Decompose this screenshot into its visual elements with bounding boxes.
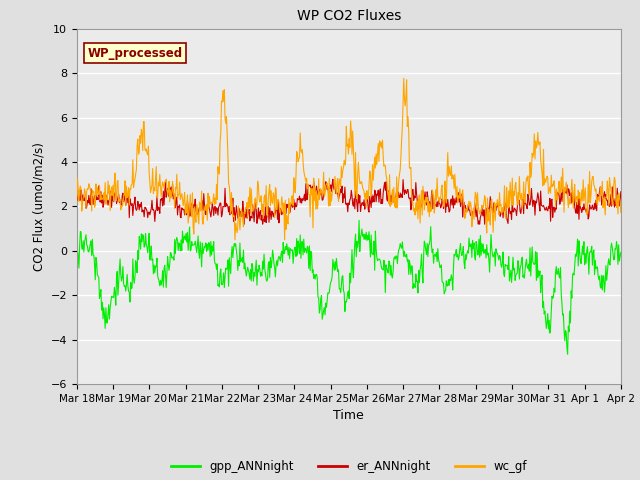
er_ANNnight [617, 189, 625, 195]
wc_gf [400, 75, 408, 81]
gpp_ANNnight [237, 259, 244, 265]
er_ANNnight [241, 221, 248, 227]
Line: gpp_ANNnight: gpp_ANNnight [77, 220, 621, 354]
wc_gf [285, 195, 292, 201]
wc_gf [617, 210, 625, 216]
er_ANNnight [285, 202, 292, 208]
wc_gf [137, 140, 145, 146]
Line: er_ANNnight: er_ANNnight [77, 179, 621, 224]
wc_gf [437, 196, 445, 202]
Y-axis label: CO2 Flux (umol/m2/s): CO2 Flux (umol/m2/s) [32, 142, 45, 271]
Title: WP CO2 Fluxes: WP CO2 Fluxes [296, 10, 401, 24]
gpp_ANNnight [406, 258, 413, 264]
er_ANNnight [264, 204, 272, 209]
Legend: gpp_ANNnight, er_ANNnight, wc_gf: gpp_ANNnight, er_ANNnight, wc_gf [166, 455, 532, 478]
gpp_ANNnight [73, 240, 81, 246]
er_ANNnight [329, 176, 337, 182]
X-axis label: Time: Time [333, 409, 364, 422]
er_ANNnight [237, 209, 244, 215]
er_ANNnight [137, 204, 145, 210]
Line: wc_gf: wc_gf [77, 78, 621, 240]
wc_gf [264, 213, 271, 219]
er_ANNnight [73, 194, 81, 200]
gpp_ANNnight [284, 252, 292, 258]
wc_gf [406, 166, 414, 171]
gpp_ANNnight [355, 217, 363, 223]
er_ANNnight [437, 205, 445, 211]
gpp_ANNnight [617, 249, 625, 255]
gpp_ANNnight [264, 276, 271, 282]
wc_gf [281, 237, 289, 243]
gpp_ANNnight [564, 351, 572, 357]
er_ANNnight [406, 195, 414, 201]
wc_gf [237, 216, 244, 221]
wc_gf [73, 200, 81, 206]
gpp_ANNnight [137, 246, 145, 252]
gpp_ANNnight [436, 264, 444, 270]
Text: WP_processed: WP_processed [88, 47, 183, 60]
